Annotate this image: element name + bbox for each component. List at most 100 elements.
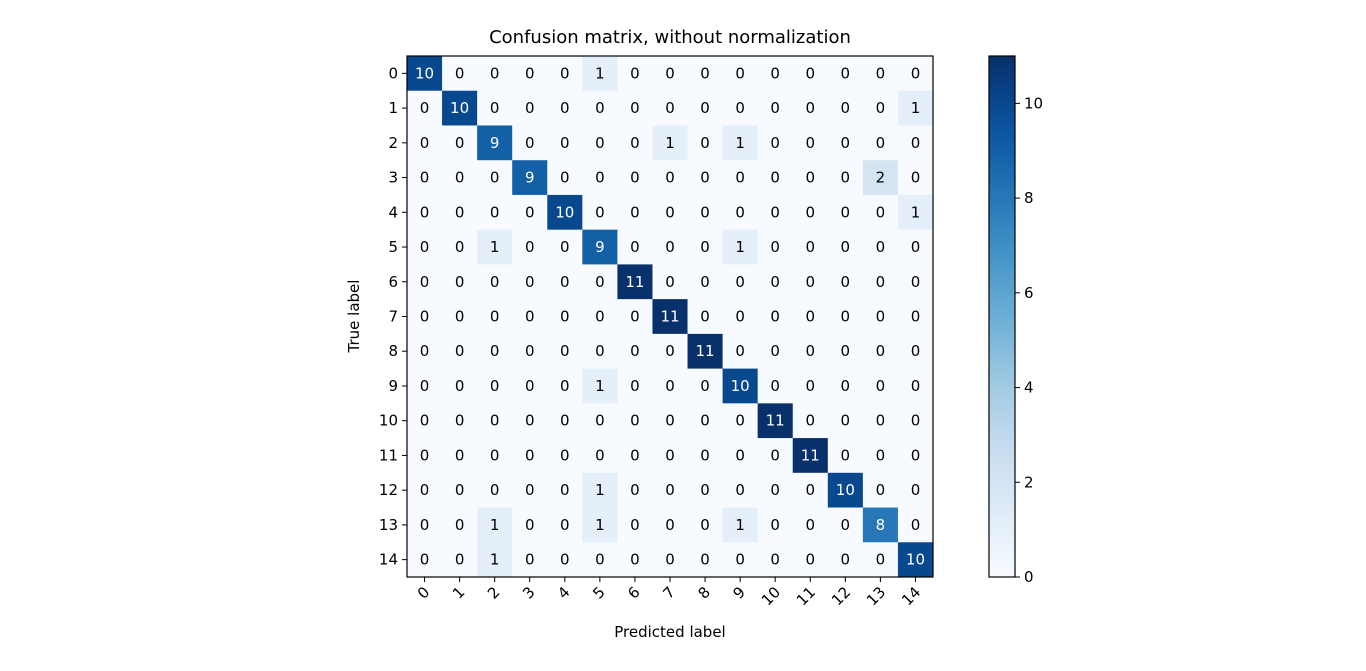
y-tick-label: 14 xyxy=(379,551,398,569)
cell-value-label: 0 xyxy=(455,238,465,256)
colorbar-tick-label: 10 xyxy=(1024,94,1043,112)
cell-value-label: 0 xyxy=(560,64,570,82)
x-axis-label: Predicted label xyxy=(614,623,725,641)
colorbar-tick-label: 4 xyxy=(1024,379,1034,397)
heatmap-cell xyxy=(862,438,899,474)
x-tick-label: 8 xyxy=(694,583,713,602)
cell-value-label: 0 xyxy=(630,446,640,464)
heatmap-cell xyxy=(897,299,934,335)
heatmap-cell xyxy=(792,299,829,335)
heatmap-cell xyxy=(512,56,548,92)
y-tick-label: 1 xyxy=(388,99,398,117)
cell-value-label: 0 xyxy=(805,238,815,256)
cell-value-label: 0 xyxy=(700,481,710,499)
x-tick-label: 13 xyxy=(863,583,889,609)
heatmap-cell xyxy=(617,333,653,370)
heatmap-cell xyxy=(862,368,899,404)
heatmap-cell xyxy=(547,160,583,196)
cell-value-label: 0 xyxy=(455,134,465,152)
heatmap-cell xyxy=(862,229,899,265)
cell-value-label: 0 xyxy=(876,412,886,430)
heatmap-cell xyxy=(897,125,934,161)
heatmap-cell xyxy=(897,194,934,231)
cell-value-label: 0 xyxy=(630,551,640,569)
cell-value-label: 0 xyxy=(525,481,535,499)
cell-value-label: 0 xyxy=(735,64,745,82)
cell-value-label: 0 xyxy=(420,377,430,395)
heatmap-cell xyxy=(862,125,899,161)
heatmap-cell xyxy=(827,125,864,161)
heatmap-cell xyxy=(757,125,794,161)
cell-value-label: 11 xyxy=(766,412,785,430)
heatmap-cell xyxy=(512,333,548,370)
cell-value-label: 0 xyxy=(525,516,535,534)
cell-value-label: 0 xyxy=(490,99,500,117)
heatmap-cell xyxy=(477,56,513,92)
cell-value-label: 0 xyxy=(525,412,535,430)
heatmap-cell xyxy=(617,472,653,509)
x-tick-label: 2 xyxy=(484,583,503,602)
heatmap-cell xyxy=(582,160,618,196)
heatmap-cell xyxy=(897,333,934,370)
heatmap-cell xyxy=(722,229,759,265)
cell-value-label: 0 xyxy=(770,273,780,291)
cell-value-label: 0 xyxy=(700,99,710,117)
y-tick-label: 8 xyxy=(388,342,398,360)
cell-value-label: 0 xyxy=(420,134,430,152)
heatmap-cell xyxy=(652,333,689,370)
y-tick-label: 13 xyxy=(379,516,398,534)
x-tick-label: 7 xyxy=(659,583,678,602)
cell-value-label: 0 xyxy=(876,64,886,82)
cell-value-label: 0 xyxy=(700,446,710,464)
heatmap-cell xyxy=(477,438,513,474)
cell-value-label: 0 xyxy=(630,169,640,187)
heatmap-cell xyxy=(477,368,513,404)
heatmap-cell xyxy=(897,160,934,196)
heatmap-cell xyxy=(897,229,934,265)
cell-value-label: 1 xyxy=(595,481,605,499)
heatmap-cell xyxy=(582,299,618,335)
cell-value-label: 0 xyxy=(805,481,815,499)
cell-value-label: 0 xyxy=(595,446,605,464)
heatmap-cell xyxy=(687,229,724,265)
cell-value-label: 0 xyxy=(841,64,851,82)
cell-value-label: 0 xyxy=(841,446,851,464)
cell-value-label: 0 xyxy=(630,377,640,395)
heatmap-cell xyxy=(547,125,583,161)
cell-value-label: 0 xyxy=(420,238,430,256)
heatmap-cell xyxy=(407,264,443,300)
heatmap-cell xyxy=(687,368,724,404)
cell-value-label: 0 xyxy=(455,273,465,291)
cell-value-label: 0 xyxy=(876,308,886,326)
heatmap-cell xyxy=(407,90,443,126)
heatmap-cell xyxy=(687,56,724,92)
cell-value-label: 0 xyxy=(911,238,921,256)
cell-value-label: 0 xyxy=(805,203,815,221)
heatmap-cell xyxy=(757,438,794,474)
heatmap-cell xyxy=(442,229,478,265)
cell-value-label: 0 xyxy=(805,99,815,117)
cell-value-label: 1 xyxy=(490,516,500,534)
cell-value-label: 0 xyxy=(911,308,921,326)
cell-value-label: 0 xyxy=(630,134,640,152)
cell-value-label: 0 xyxy=(490,273,500,291)
heatmap-cell xyxy=(862,507,899,543)
heatmap-cell xyxy=(547,542,583,578)
cell-value-label: 0 xyxy=(595,99,605,117)
colorbar-tick-label: 8 xyxy=(1024,189,1034,207)
heatmap-cell xyxy=(477,299,513,335)
heatmap-cell xyxy=(477,194,513,231)
x-tick-label: 6 xyxy=(624,583,643,602)
cell-value-label: 0 xyxy=(420,342,430,360)
cell-value-label: 1 xyxy=(490,551,500,569)
cell-value-label: 0 xyxy=(560,308,570,326)
cell-value-label: 0 xyxy=(735,169,745,187)
heatmap-cell xyxy=(792,403,829,439)
x-tick-label: 9 xyxy=(729,583,748,602)
heatmap-cell xyxy=(407,507,443,543)
cell-value-label: 0 xyxy=(665,203,675,221)
cell-value-label: 0 xyxy=(560,377,570,395)
heatmap-cell xyxy=(477,264,513,300)
